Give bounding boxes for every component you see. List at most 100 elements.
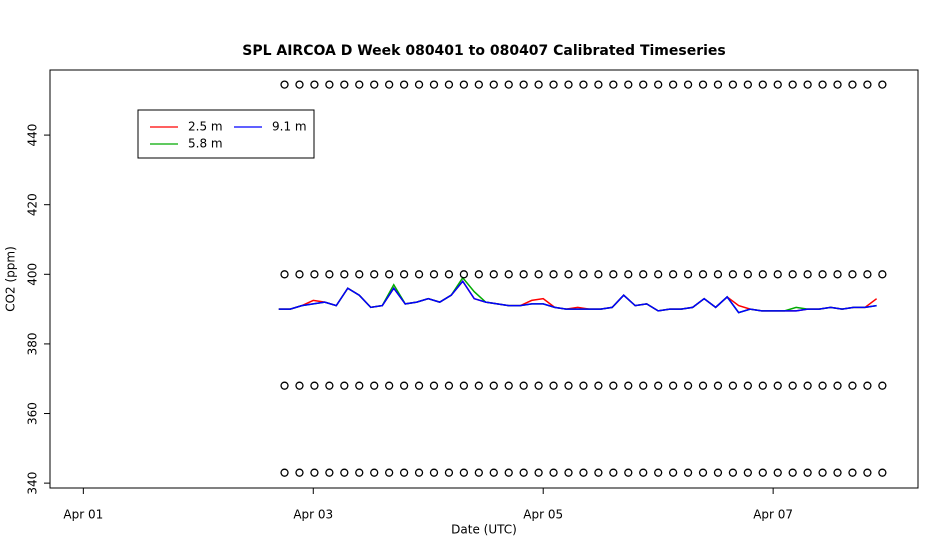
flag-point	[683, 270, 693, 279]
flag-point	[489, 381, 498, 390]
flag-point	[654, 468, 663, 477]
flag-point	[728, 270, 738, 279]
flag-point	[728, 381, 738, 390]
flag-point	[683, 80, 693, 89]
flag-point	[459, 80, 469, 89]
flag-point	[310, 468, 319, 477]
plot-frame	[49, 69, 919, 489]
x-axis-label: Date (UTC)	[451, 523, 517, 537]
flag-point	[355, 381, 364, 390]
flag-point	[743, 381, 752, 390]
y-axis-label: CO2 (ppm)	[4, 246, 18, 312]
flag-point	[803, 381, 812, 390]
flag-point	[728, 468, 738, 477]
flag-point	[698, 80, 708, 89]
x-tick-label: Apr 03	[293, 508, 333, 522]
flag-point	[489, 270, 498, 279]
flag-point	[504, 80, 513, 89]
flag-point	[713, 468, 723, 477]
flag-point	[310, 270, 319, 279]
flag-point	[414, 381, 424, 390]
flag-point	[474, 270, 483, 279]
flag-point	[878, 80, 887, 89]
flag-point	[803, 80, 812, 89]
flag-point	[325, 270, 334, 279]
flag-point	[803, 270, 812, 279]
flag-point	[818, 80, 827, 89]
flag-point	[325, 381, 334, 390]
flag-point	[579, 270, 588, 279]
chart-title: SPL AIRCOA D Week 080401 to 080407 Calib…	[242, 43, 725, 59]
flag-point	[863, 270, 872, 279]
flag-point	[549, 381, 558, 390]
flag-point	[668, 381, 678, 390]
flag-point	[609, 80, 618, 89]
flag-point	[833, 80, 842, 89]
flag-point	[803, 468, 812, 477]
flag-point	[639, 80, 648, 89]
flag-point	[683, 381, 693, 390]
series-line	[278, 280, 877, 314]
flag-point	[549, 270, 558, 279]
flag-point	[489, 468, 498, 477]
flag-point	[639, 468, 648, 477]
flag-point	[295, 381, 304, 390]
flag-point	[504, 468, 513, 477]
flag-point	[310, 381, 319, 390]
flag-point	[429, 80, 439, 89]
y-tick-label: 380	[26, 332, 40, 355]
flag-point	[758, 381, 767, 390]
flag-point	[594, 80, 603, 89]
flag-point	[818, 381, 827, 390]
flag-point	[385, 381, 394, 390]
x-tick-label: Apr 01	[63, 508, 103, 522]
flag-point	[444, 270, 454, 279]
flag-point	[624, 80, 633, 89]
flag-point	[534, 270, 543, 279]
flag-point	[444, 80, 454, 89]
flag-point	[863, 381, 872, 390]
flag-point	[474, 381, 483, 390]
flag-point	[624, 468, 633, 477]
flag-point	[863, 80, 872, 89]
flag-point	[594, 468, 603, 477]
flag-point	[564, 381, 573, 390]
flag-point	[474, 80, 483, 89]
flag-point	[788, 381, 797, 390]
flag-point	[579, 468, 588, 477]
flag-point	[459, 468, 469, 477]
flag-point	[788, 80, 797, 89]
flag-point	[340, 468, 349, 477]
flag-point	[280, 80, 289, 89]
flag-point	[833, 270, 842, 279]
flag-point	[848, 80, 857, 89]
flag-point	[624, 270, 633, 279]
flag-point	[459, 270, 469, 279]
flag-point	[758, 80, 767, 89]
x-tick-label: Apr 05	[523, 508, 563, 522]
flag-point	[280, 270, 289, 279]
flag-point	[444, 381, 454, 390]
flag-point	[773, 80, 782, 89]
flag-point	[414, 270, 424, 279]
flag-point	[534, 468, 543, 477]
flag-point	[878, 468, 887, 477]
flag-point	[878, 270, 887, 279]
flag-point	[698, 381, 708, 390]
flag-point	[698, 468, 708, 477]
flag-point	[713, 80, 723, 89]
flag-point	[385, 80, 394, 89]
flag-point	[848, 468, 857, 477]
flag-point	[385, 468, 394, 477]
flag-point	[429, 468, 439, 477]
flag-point	[579, 80, 588, 89]
flag-point	[504, 381, 513, 390]
flag-point	[833, 381, 842, 390]
y-tick-label: 340	[26, 472, 40, 495]
flag-point	[818, 468, 827, 477]
flag-point	[519, 381, 528, 390]
flag-point	[564, 468, 573, 477]
flag-point	[564, 80, 573, 89]
flag-point	[355, 468, 364, 477]
